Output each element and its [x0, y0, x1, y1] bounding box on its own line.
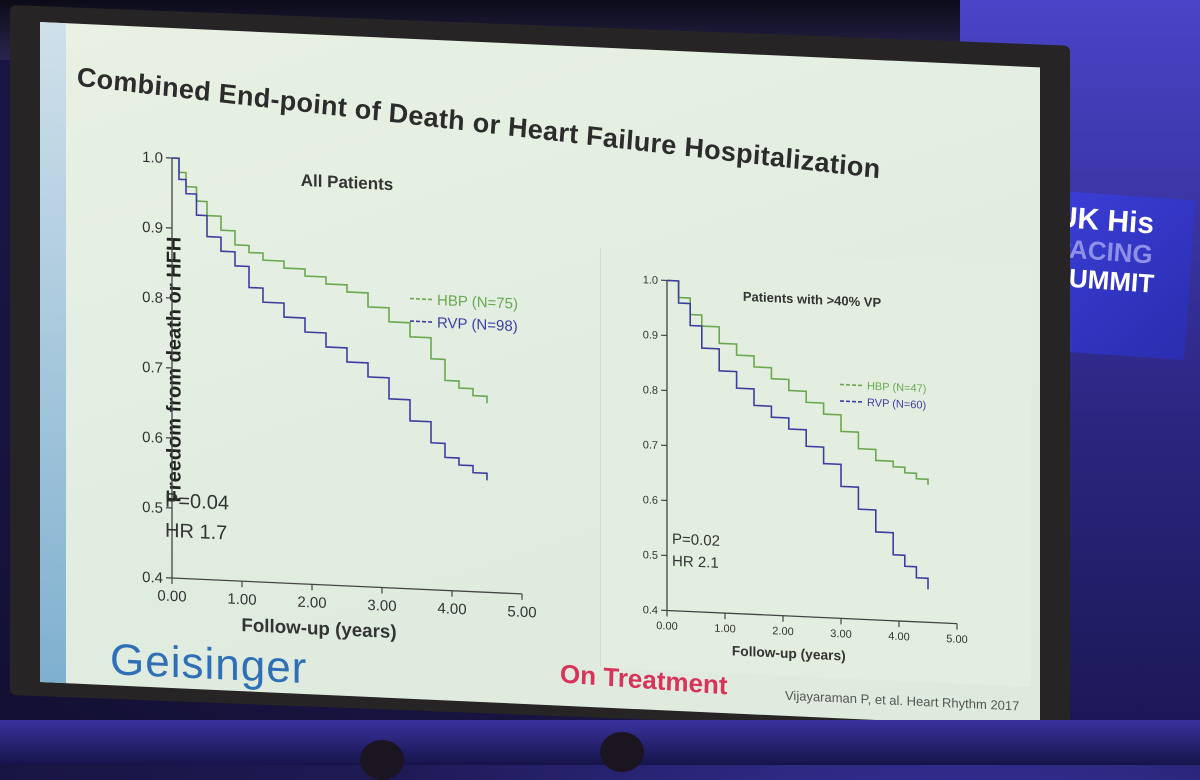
- main-hazard-ratio: HR 1.7: [165, 520, 227, 546]
- audience-head: [360, 740, 404, 780]
- x-tick-label: 3.00: [367, 597, 396, 615]
- y-tick-label: 0.6: [142, 429, 163, 447]
- presentation-slide: Combined End-point of Death or Heart Fai…: [40, 22, 1040, 727]
- x-tick-label: 0.00: [157, 587, 186, 605]
- audience-area: [0, 720, 1200, 765]
- x-axis: [172, 578, 522, 594]
- y-tick-label: 0.5: [142, 499, 163, 517]
- y-tick-label: 0.5: [643, 549, 658, 562]
- legend-swatch: [840, 384, 862, 385]
- x-tick-label: 4.00: [437, 600, 466, 618]
- y-tick-label: 0.8: [643, 384, 658, 397]
- chart-subtitle: Patients with >40% VP: [743, 289, 882, 310]
- x-axis: [667, 610, 957, 623]
- y-tick-label: 1.0: [142, 149, 163, 167]
- y-tick-label: 0.6: [643, 494, 658, 507]
- x-tick-label: 2.00: [297, 594, 326, 612]
- audience-head: [600, 732, 644, 772]
- chart-subtitle: All Patients: [301, 171, 394, 194]
- y-tick-label: 0.8: [142, 289, 163, 307]
- legend-swatch: [410, 321, 432, 322]
- legend-label: RVP (N=60): [867, 397, 926, 412]
- x-tick-label: 2.00: [772, 625, 793, 638]
- x-tick-label: 1.00: [227, 591, 256, 609]
- x-axis-label: Follow-up (years): [241, 614, 396, 642]
- series-line: [172, 158, 487, 403]
- legend-label: HBP (N=75): [437, 292, 518, 313]
- x-tick-label: 4.00: [888, 631, 909, 644]
- main-p-value: P=0.04: [165, 490, 229, 516]
- inset-hazard-ratio: HR 2.1: [672, 553, 719, 572]
- y-tick-label: 0.4: [643, 604, 658, 617]
- y-tick-label: 0.9: [643, 329, 658, 342]
- x-tick-label: 3.00: [830, 628, 851, 641]
- y-tick-label: 0.7: [142, 359, 163, 377]
- slide-accent-bar: [40, 22, 66, 683]
- y-tick-label: 1.0: [643, 274, 658, 287]
- x-tick-label: 1.00: [714, 623, 735, 636]
- x-tick-label: 5.00: [946, 633, 967, 646]
- legend-label: RVP (N=98): [437, 315, 518, 336]
- y-tick-label: 0.7: [643, 439, 658, 452]
- legend-swatch: [410, 299, 432, 300]
- x-tick-label: 0.00: [656, 620, 677, 633]
- inset-p-value: P=0.02: [672, 531, 720, 550]
- legend-swatch: [840, 401, 862, 402]
- x-tick-label: 5.00: [507, 603, 536, 621]
- x-axis-label: Follow-up (years): [732, 643, 846, 663]
- inset-survival-chart: 0.4 0.5 0.6 0.7 0.8 0.9 1.0 0.00 1.00 2.00 3.00 4.0…: [615, 258, 1025, 697]
- y-tick-label: 0.4: [142, 569, 163, 587]
- legend-label: HBP (N=47): [867, 381, 926, 396]
- geisinger-logo: Geisinger: [110, 635, 307, 694]
- main-survival-chart: 0.4 0.5 0.6 0.7 0.8 0.9 1.0 0.00 1.00 2.00 3.00 4.0…: [110, 135, 590, 677]
- y-tick-label: 0.9: [142, 219, 163, 237]
